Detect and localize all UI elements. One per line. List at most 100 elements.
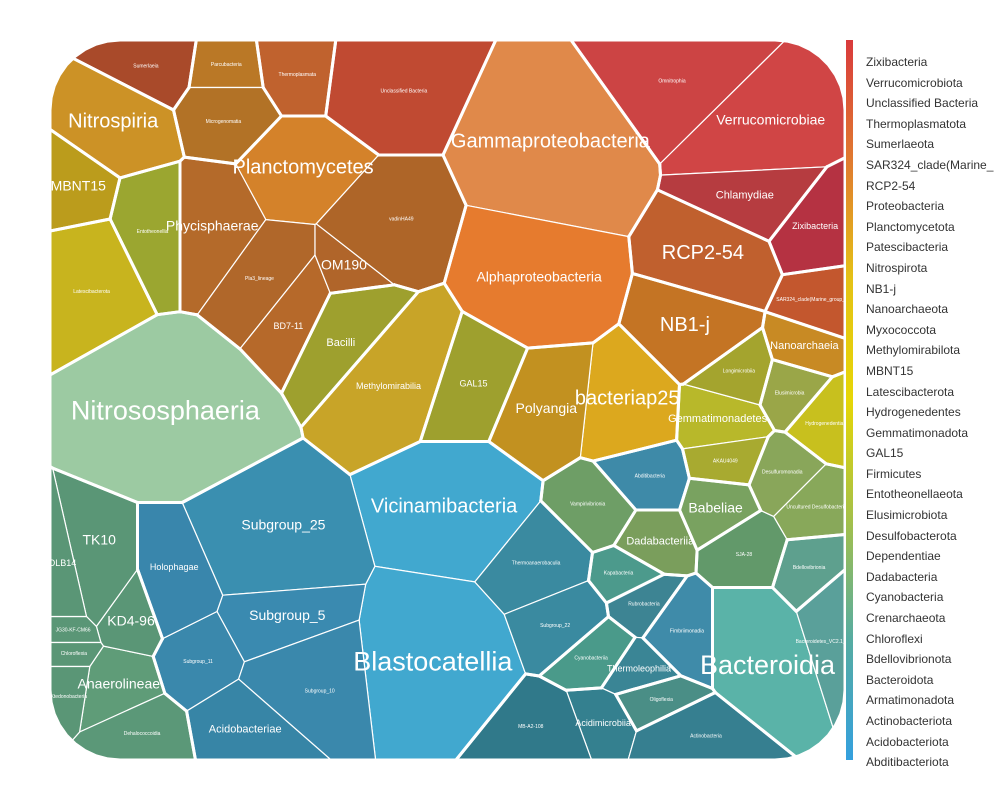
phylum-border-segment [770, 358, 834, 379]
phylum-border-segment [50, 217, 112, 233]
phylum-border-segment [761, 310, 767, 329]
phylum-border-segment [658, 162, 662, 177]
phylum-border-segment [524, 672, 541, 678]
phylum-border-segment [392, 283, 420, 294]
legend-item: GAL15 [866, 446, 904, 461]
legend-item: Latescibacterota [866, 384, 955, 399]
phylum-border-segment [591, 438, 679, 463]
phylum-border-segment [238, 347, 283, 395]
legend-item: Chloroflexi [866, 631, 923, 646]
phylum-border-segment [662, 572, 689, 578]
phylum-border-segment [655, 173, 662, 192]
phylum-border-segment [587, 579, 608, 605]
phylum-border-segment [187, 40, 198, 89]
phylum-border-segment [442, 281, 464, 313]
phylum-border-segment [460, 309, 530, 350]
phylum-border-segment [627, 235, 634, 275]
phylum-border-segment [617, 322, 681, 386]
phylum-border-segment [830, 370, 845, 379]
phylum-border-segment [612, 543, 666, 576]
phylum-border-segment [758, 403, 776, 432]
phylum-border-segment [180, 436, 305, 504]
legend: Zixibacteria Verrucomicrobiota Unclassifie… [866, 52, 1000, 773]
phylum-border-segment [641, 636, 683, 678]
phylum-border-segment [747, 435, 770, 487]
phylum-border-segment [299, 290, 420, 429]
phylum-border-segment [604, 572, 666, 605]
phylum-border-segment [328, 283, 396, 295]
phylum-border-segment [655, 188, 771, 243]
phylum-border-segment [591, 322, 621, 345]
phylum-border-segment [348, 440, 422, 477]
legend-item: Abditibacteriota [866, 755, 949, 770]
legend-item: Sumerlaeota [866, 137, 935, 152]
phylum-border-segment [564, 686, 603, 692]
phylum-border-segment [418, 309, 464, 443]
phylum-border-segment [679, 674, 714, 690]
phylum-border-segment [51, 466, 139, 504]
phylum-border-segment [771, 586, 798, 613]
legend-item: Verrucomicrobiota [866, 75, 963, 90]
phylum-border-segment [539, 499, 594, 554]
voronoi-treemap: Nitrososphaeria Gammaproteobacteria Alphap… [50, 40, 845, 760]
legend-item: Entotheonellaeota [866, 487, 963, 502]
phylum-border-segment [785, 533, 845, 542]
phylum-border-segment [758, 358, 774, 407]
phylum-border-segment [713, 691, 798, 759]
phylum-border-segment [537, 615, 610, 678]
phylum-border-segment [675, 383, 681, 442]
phylum-border-segment [487, 440, 545, 483]
phylum-border-segment [569, 40, 662, 166]
phylum-border-segment [151, 637, 164, 658]
phylum-border-segment [155, 310, 182, 317]
phylum-border-segment [108, 176, 122, 221]
phylum-border-segment [151, 654, 167, 695]
phylum-border-segment [681, 447, 691, 480]
phylum-border-segment [783, 375, 834, 434]
phylum-border-segment [324, 114, 381, 157]
phylum-border-segment [591, 543, 616, 554]
legend-color-bar [846, 40, 853, 760]
legend-item: Bdellovibrionota [866, 652, 952, 667]
phylum-border-segment [780, 264, 845, 277]
phylum-border-segment [767, 239, 784, 277]
phylum-border-segment [578, 456, 595, 463]
phylum-border-segment [324, 40, 338, 118]
phylum-border-segment [280, 291, 332, 395]
phylum-border-segment [599, 635, 637, 690]
phylum-border-segment [678, 476, 691, 512]
phylum-border-segment [771, 538, 789, 589]
phylum-border-segment [454, 672, 528, 760]
legend-item: Bacteroidota [866, 672, 934, 687]
phylum-border-segment [678, 508, 699, 552]
treemap-cell [188, 40, 264, 89]
legend-item: Cyanobacteria [866, 590, 944, 605]
phylum-border-segment [630, 272, 767, 313]
phylum-border-segment [591, 459, 638, 512]
phylum-border-segment [416, 281, 446, 294]
phylum-border-segment [635, 691, 717, 733]
phylum-border-segment [627, 188, 659, 239]
phylum-border-segment [136, 567, 164, 641]
legend-item: Nanoarchaeota [866, 302, 949, 317]
legend-item: Zixibacteria [866, 55, 928, 69]
phylum-border-segment [767, 165, 829, 243]
phylum-border-segment [695, 509, 763, 552]
phylum-border-segment [178, 310, 199, 317]
legend-item: Gemmatimonadota [866, 425, 969, 440]
phylum-border-segment [118, 159, 182, 180]
phylum-border-segment [687, 476, 751, 487]
treemap-cell [237, 619, 377, 760]
legend-item: Elusimicrobiota [866, 508, 948, 523]
phylum-border-segment [604, 601, 610, 619]
phylum-border-segment [773, 429, 787, 434]
phylum-border-segment [685, 571, 698, 578]
phylum-border-segment [172, 108, 186, 159]
phylum-border-segment [441, 40, 498, 157]
phylum-border-segment [675, 438, 684, 451]
phylum-border-segment [607, 615, 637, 639]
legend-item: Crenarchaeota [866, 611, 946, 626]
phylum-border-segment [614, 692, 638, 733]
phylum-border-segment [172, 86, 191, 112]
legend-item: Myxococcota [866, 322, 937, 337]
